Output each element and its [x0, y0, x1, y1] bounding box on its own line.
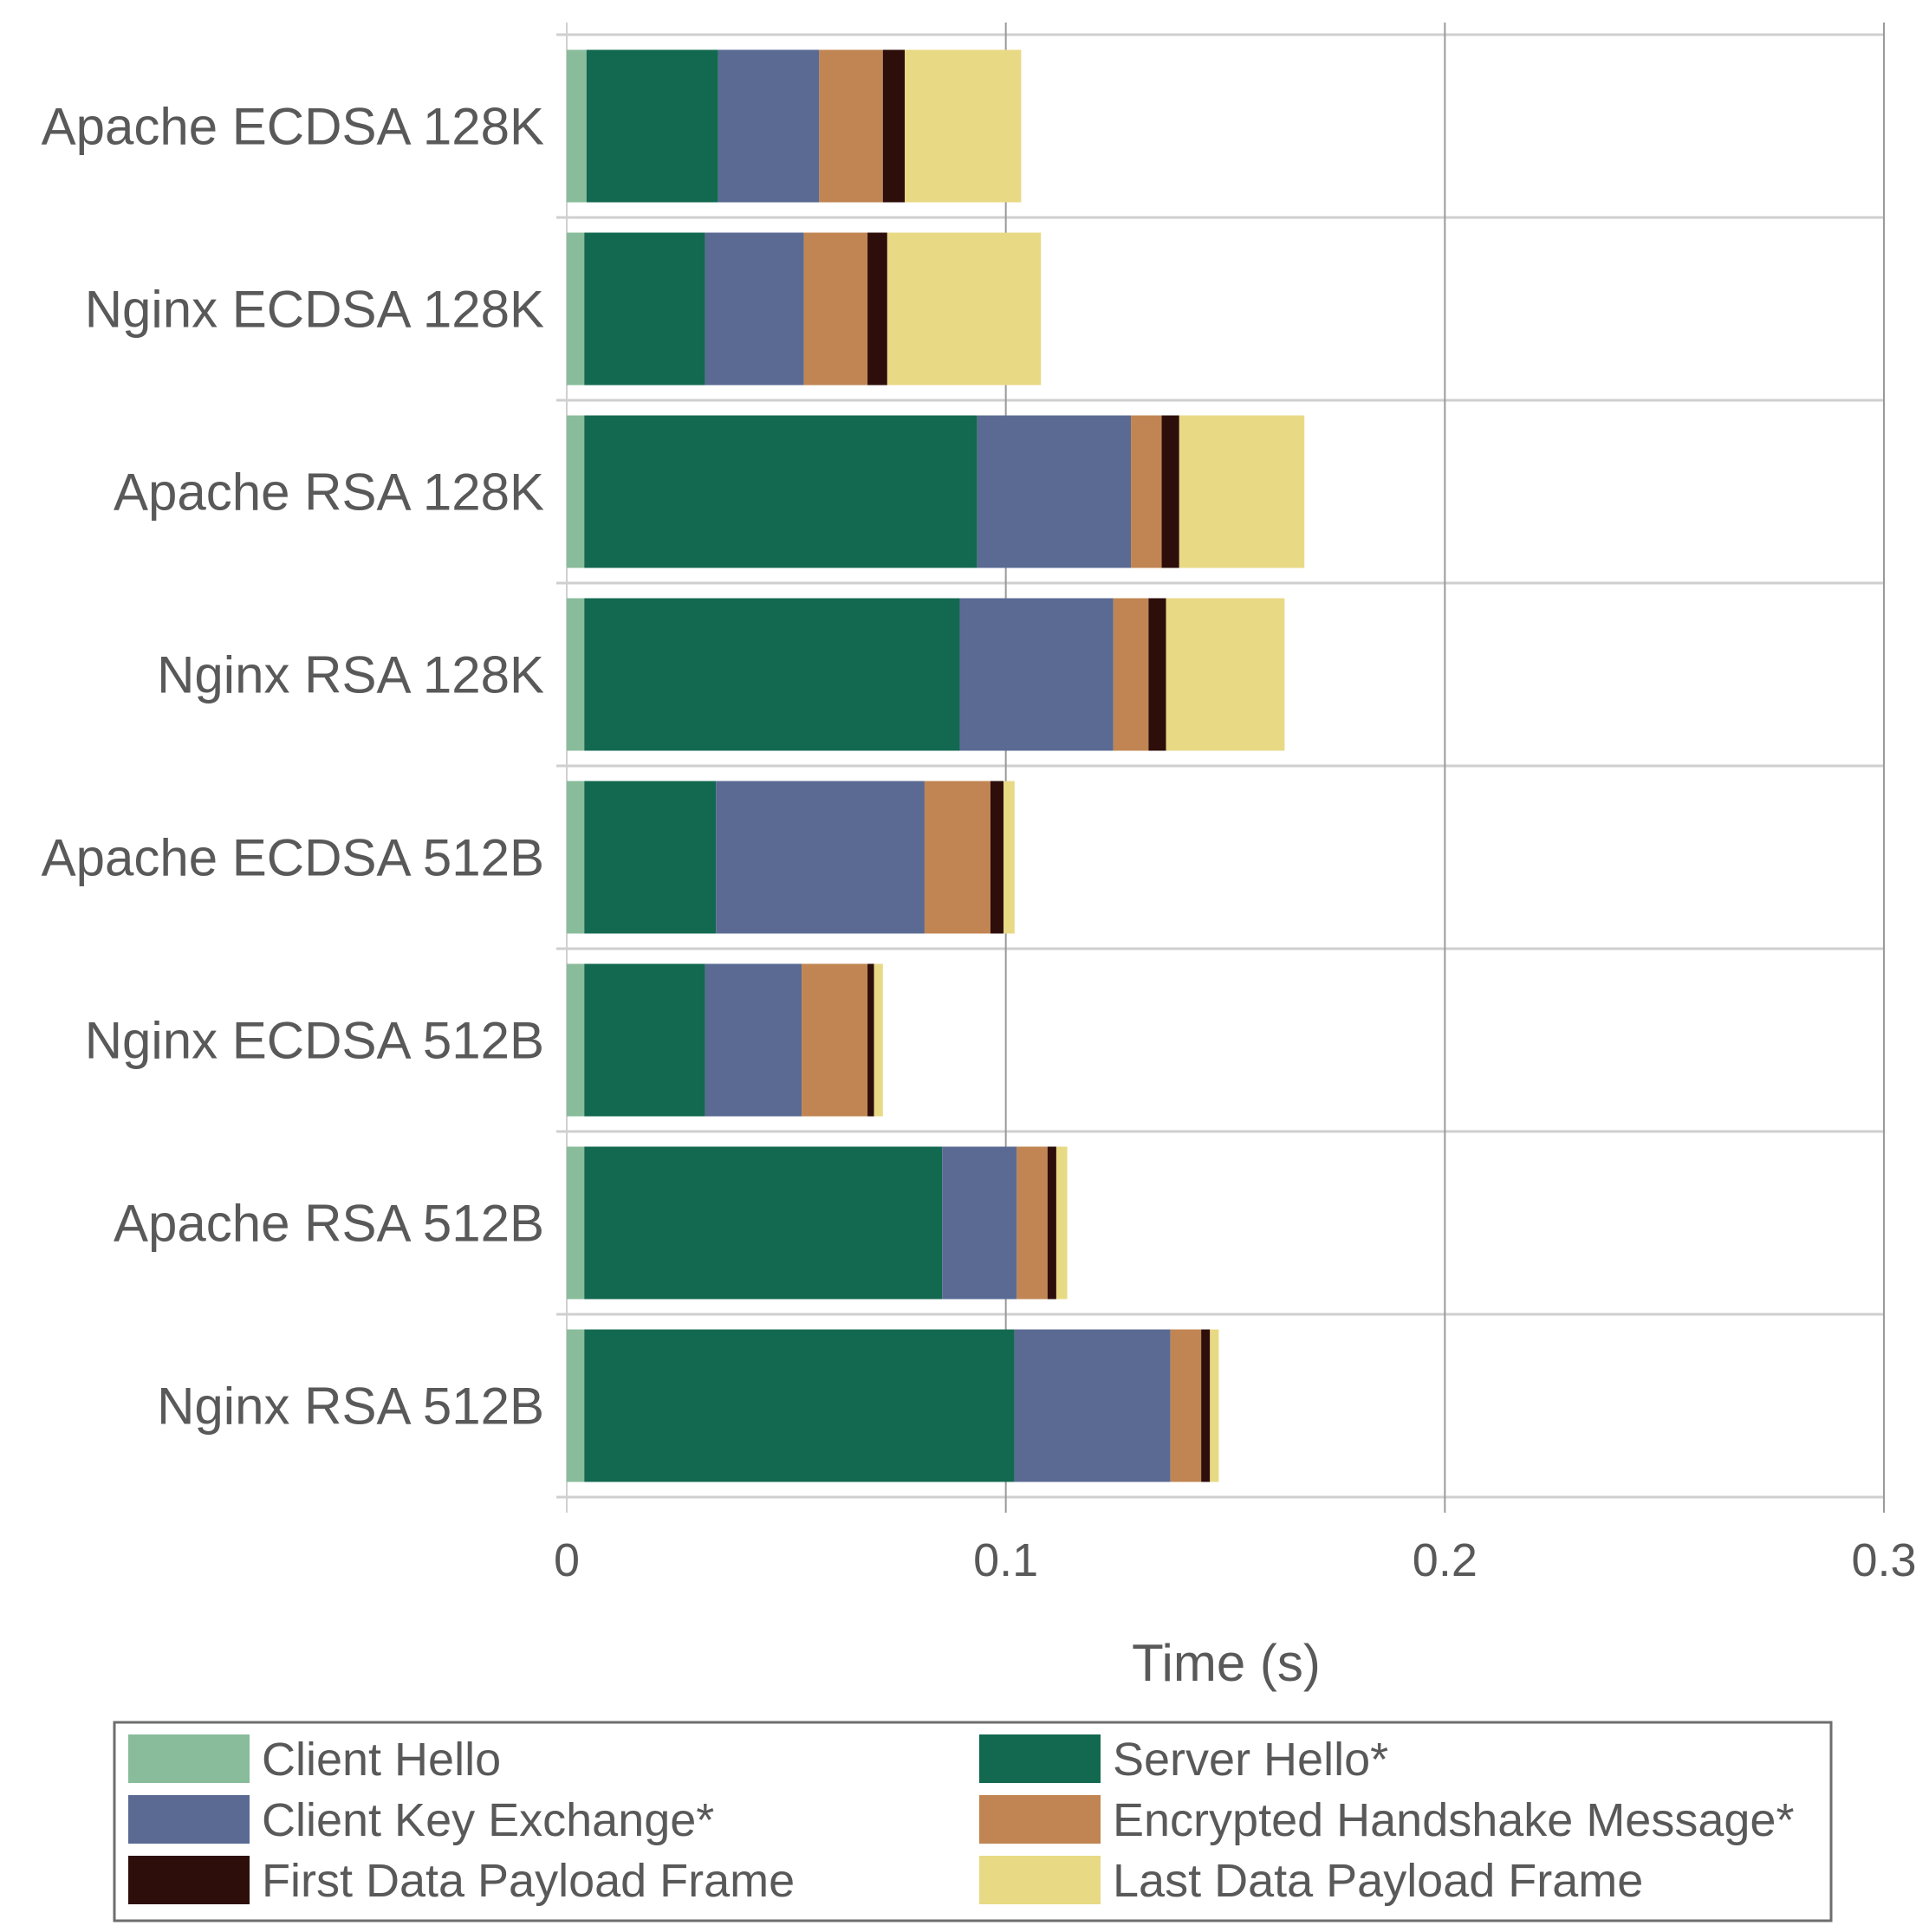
bar-segment	[705, 232, 804, 386]
category-label: Apache RSA 512B	[114, 1195, 544, 1253]
legend-swatch	[979, 1856, 1101, 1904]
y-axis-tick-labels: Apache ECDSA 128K Nginx ECDSA 128K Apache …	[42, 98, 544, 1436]
bar-segment	[567, 963, 585, 1117]
legend-swatch	[128, 1856, 250, 1904]
bar-segment	[905, 49, 1022, 203]
bar-segment	[584, 963, 705, 1117]
x-axis-title: Time (s)	[1132, 1634, 1321, 1692]
legend-label: Client Key Exchange*	[262, 1794, 714, 1846]
bar-segment	[567, 232, 585, 386]
bar-segment	[584, 232, 705, 386]
legend-swatch	[128, 1734, 250, 1783]
bar-segment	[716, 781, 925, 934]
bar-segment	[567, 415, 585, 568]
bar-segment	[567, 49, 587, 203]
legend-label: First Data Payload Frame	[262, 1855, 795, 1907]
bar-segment	[586, 49, 718, 203]
category-label: Apache RSA 128K	[114, 464, 544, 522]
legend-frame	[113, 1721, 1833, 1922]
bar-segment	[1201, 1329, 1211, 1482]
legend-label: Encrypted Handshake Message*	[1113, 1794, 1794, 1846]
legend-swatch	[979, 1734, 1101, 1783]
bar-segment	[887, 232, 1042, 386]
bar-segment	[1131, 415, 1162, 568]
bar-segment	[1047, 1146, 1056, 1300]
bar-segment	[867, 963, 874, 1117]
x-tick-label: 0.1	[973, 1534, 1038, 1586]
x-tick-label: 0	[554, 1534, 580, 1586]
bar-segment	[1179, 415, 1305, 568]
bar-segment	[705, 963, 802, 1117]
bar-segment	[567, 781, 585, 934]
legend-swatch	[128, 1795, 250, 1844]
bar-segment	[1166, 598, 1285, 751]
bar-segment	[567, 598, 585, 751]
category-label: Apache ECDSA 512B	[42, 829, 544, 887]
bar-segment	[867, 232, 887, 386]
bar-segment	[1170, 1329, 1202, 1482]
bar-segment	[977, 415, 1132, 568]
category-label: Nginx RSA 512B	[157, 1378, 544, 1436]
bar-segment	[924, 781, 990, 934]
bar-segment	[584, 598, 960, 751]
bar-segment	[567, 1146, 585, 1300]
category-label: Apache ECDSA 128K	[42, 98, 544, 156]
category-label: Nginx ECDSA 128K	[85, 281, 544, 339]
legend-label: Client Hello	[262, 1734, 501, 1786]
category-label: Nginx RSA 128K	[157, 646, 544, 704]
legend-label: Last Data Payload Frame	[1113, 1855, 1643, 1907]
bar-segment	[1014, 1329, 1171, 1482]
bar-segment	[1003, 781, 1015, 934]
bar-segment	[1210, 1329, 1219, 1482]
bar-segment	[567, 1329, 585, 1482]
bar-segment	[584, 781, 717, 934]
category-label: Nginx ECDSA 512B	[85, 1012, 544, 1070]
bar-segment	[942, 1146, 1017, 1300]
bar-segment	[718, 49, 820, 203]
bar-segment	[802, 963, 868, 1117]
bar-segment	[959, 598, 1114, 751]
legend-label: Server Hello*	[1113, 1734, 1388, 1786]
bar-segment	[803, 232, 868, 386]
bar-segment	[1148, 598, 1166, 751]
bar-segment	[1055, 1146, 1068, 1300]
x-tick-label: 0.3	[1851, 1534, 1916, 1586]
x-tick-label: 0.2	[1413, 1534, 1478, 1586]
bar-segment	[990, 781, 1004, 934]
bar-segment	[882, 49, 906, 203]
bar-segment	[874, 963, 883, 1117]
legend-swatch	[979, 1795, 1101, 1844]
bar-segment	[584, 415, 977, 568]
legend: Client Hello Server Hello* Client Key Exch…	[113, 1721, 1833, 1922]
bar-stacks	[567, 49, 1305, 1482]
x-axis-tick-labels: 0 0.1 0.2 0.3	[554, 1534, 1917, 1586]
bar-segment	[1161, 415, 1179, 568]
bar-segment	[1016, 1146, 1048, 1300]
bar-segment	[819, 49, 883, 203]
bar-segment	[1113, 598, 1149, 751]
bar-segment	[584, 1146, 943, 1300]
bar-segment	[584, 1329, 1015, 1482]
